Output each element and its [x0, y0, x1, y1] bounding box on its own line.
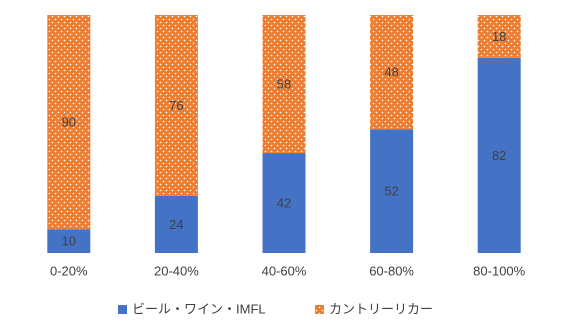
bar-segment — [154, 195, 198, 253]
bar-segment — [262, 15, 306, 154]
bar-segment — [370, 129, 414, 253]
x-tick-label: 60-80% — [369, 263, 414, 278]
legend-label: カントリーリカー — [329, 301, 433, 316]
bar-segment — [47, 15, 91, 230]
data-label: 82 — [492, 148, 506, 163]
data-label: 18 — [492, 29, 506, 44]
x-tick-label: 40-60% — [262, 263, 307, 278]
x-tick-label: 20-40% — [154, 263, 199, 278]
bar-segment — [154, 15, 198, 196]
data-label: 58 — [277, 76, 291, 91]
data-label: 10 — [62, 234, 76, 249]
bar-segment — [47, 229, 91, 253]
data-label: 42 — [277, 195, 291, 210]
bar-segment — [262, 153, 306, 253]
bar-segment — [477, 57, 521, 254]
data-label: 90 — [62, 115, 76, 130]
legend-label: ビール・ワイン・IMFL — [132, 301, 266, 316]
data-label: 52 — [384, 184, 398, 199]
data-label: 48 — [384, 65, 398, 80]
x-tick-label: 0-20% — [50, 263, 88, 278]
bar-segment — [477, 15, 521, 58]
x-tick-label: 80-100% — [473, 263, 525, 278]
bar-segment — [370, 15, 414, 130]
data-label: 24 — [169, 217, 183, 232]
legend-swatch — [118, 305, 127, 314]
data-label: 76 — [169, 98, 183, 113]
legend-swatch — [315, 305, 324, 314]
